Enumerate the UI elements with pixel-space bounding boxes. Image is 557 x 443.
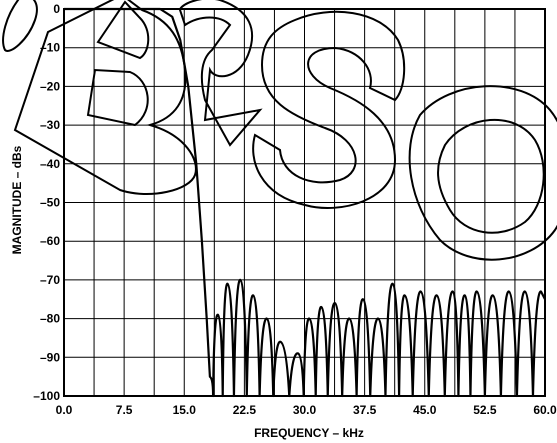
- x-tick-label: 22.5: [233, 403, 257, 417]
- y-tick-label: –40: [40, 157, 60, 171]
- y-axis-tick-labels: 0 –10 –20 –30 –40 –50 –60 –70 –80 –90 –100: [33, 2, 60, 403]
- grid: [64, 9, 545, 396]
- x-tick-label: 37.5: [353, 403, 377, 417]
- y-tick-label: –30: [40, 118, 60, 132]
- x-tick-label: 60.0: [533, 403, 557, 417]
- x-tick-label: 30.0: [293, 403, 317, 417]
- y-tick-label: –60: [40, 234, 60, 248]
- y-axis-label: MAGNITUDE – dBs: [10, 145, 24, 254]
- x-axis-label: FREQUENCY – kHz: [254, 426, 364, 440]
- x-tick-label: 52.5: [473, 403, 497, 417]
- x-tick-label: 15.0: [173, 403, 197, 417]
- x-tick-label: 0.0: [56, 403, 73, 417]
- y-tick-label: –20: [40, 79, 60, 93]
- magnitude-response-curve: [64, 7, 546, 398]
- x-tick-label: 45.0: [413, 403, 437, 417]
- y-tick-label: –50: [40, 196, 60, 210]
- y-tick-label: –100: [33, 389, 60, 403]
- x-axis-tick-labels: 0.0 7.5 15.0 22.5 30.0 37.5 45.0 52.5 60.0: [56, 403, 557, 417]
- y-tick-label: –90: [40, 350, 60, 364]
- y-tick-label: –10: [40, 41, 60, 55]
- x-tick-label: 7.5: [116, 403, 133, 417]
- y-tick-label: –80: [40, 312, 60, 326]
- obsolete-watermark: [2, 0, 557, 261]
- y-tick-label: –70: [40, 273, 60, 287]
- y-tick-label: 0: [53, 2, 60, 16]
